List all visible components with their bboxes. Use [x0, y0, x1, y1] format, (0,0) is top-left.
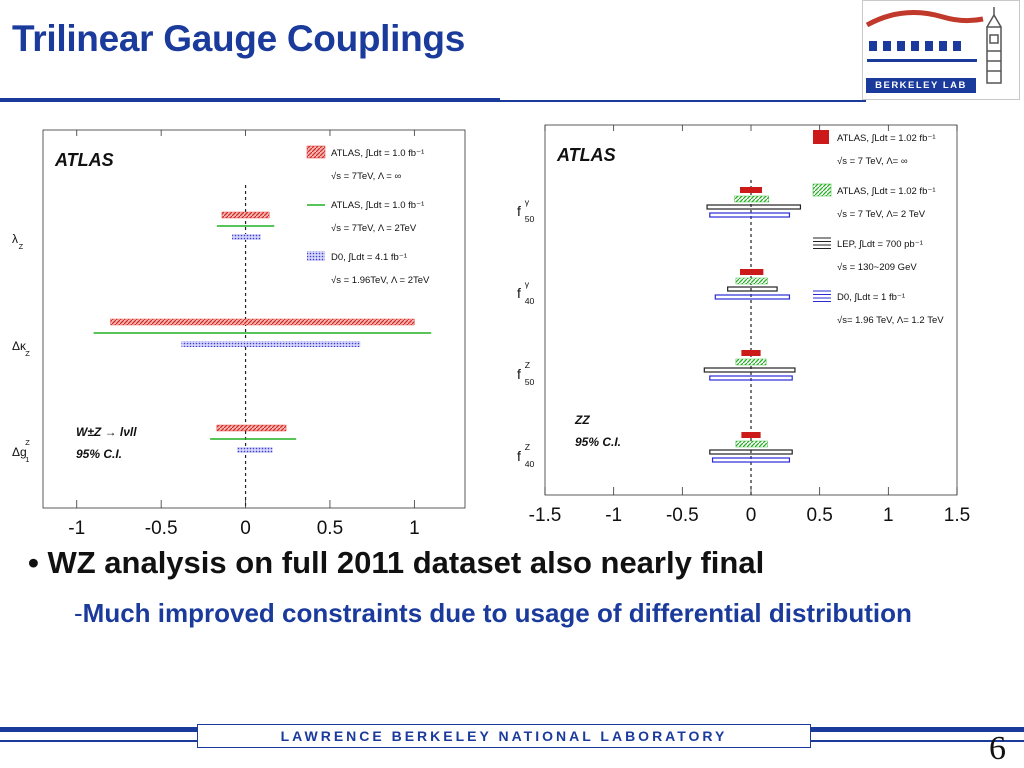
atlas-label: ATLAS	[54, 150, 114, 170]
interval-bar	[709, 449, 793, 455]
interval-bar	[714, 294, 791, 300]
interval-bar	[740, 269, 764, 275]
parameter-label: Δg	[12, 445, 27, 459]
process-annotation: ZZ	[574, 413, 590, 427]
interval-bar	[703, 367, 796, 373]
x-tick-label: -1	[68, 518, 85, 539]
parameter-subscript: Z	[19, 242, 24, 251]
slide-title: Trilinear Gauge Couplings	[12, 18, 466, 59]
legend-label: ATLAS, ∫Ldt = 1.02 fb⁻¹	[837, 133, 936, 144]
x-tick-label: 1.5	[944, 505, 970, 526]
bullet-wz-analysis: • WZ analysis on full 2011 dataset also …	[28, 545, 765, 580]
parameter-superscript: Z	[25, 438, 30, 447]
x-tick-label: -0.5	[666, 505, 699, 526]
process-annotation: 95% C.I.	[575, 435, 621, 449]
parameter-subscript: 1	[25, 455, 29, 464]
x-tick-label: -1	[605, 505, 622, 526]
legend-label: √s = 130~209 GeV	[837, 262, 917, 273]
legend-label: √s = 1.96TeV, Λ = 2TeV	[331, 275, 430, 286]
interval-bar	[216, 424, 287, 432]
title-underline-thin	[500, 100, 866, 102]
parameter-label: f	[517, 448, 521, 464]
lab-building-icon	[865, 7, 1002, 84]
interval-bar	[181, 341, 361, 347]
parameter-label: f	[517, 285, 521, 301]
legend-label: LEP, ∫Ldt = 700 pb⁻¹	[837, 239, 923, 250]
interval-bar	[727, 286, 778, 292]
dash-glyph: -	[74, 598, 83, 628]
x-tick-label: 1	[409, 518, 420, 539]
legend-label: √s= 1.96 TeV, Λ= 1.2 TeV	[837, 315, 944, 326]
legend-label: D0, ∫Ldt = 4.1 fb⁻¹	[331, 252, 407, 263]
parameter-superscript: Z	[525, 442, 531, 452]
process-annotation: 95% C.I.	[76, 447, 122, 461]
interval-bar	[709, 212, 791, 218]
parameter-label: f	[517, 366, 521, 382]
parameter-subscript: Z	[25, 349, 30, 358]
parameter-label: λ	[12, 232, 18, 246]
legend-label: √s = 7TeV, Λ = ∞	[331, 171, 401, 182]
process-annotation: W±Z → lνll	[76, 425, 137, 439]
x-tick-label: -1.5	[529, 505, 562, 526]
legend-label: √s = 7 TeV, Λ= ∞	[837, 156, 908, 167]
interval-bar	[735, 358, 767, 366]
parameter-subscript: 50	[525, 214, 535, 224]
parameter-superscript: Z	[525, 360, 531, 370]
interval-bar	[740, 187, 762, 193]
x-tick-label: 1	[883, 505, 894, 526]
interval-bar	[741, 350, 761, 356]
interval-bar	[741, 432, 761, 438]
interval-bar	[237, 447, 273, 453]
interval-bar	[711, 457, 791, 463]
interval-bar	[735, 277, 768, 285]
legend-label: D0, ∫Ldt = 1 fb⁻¹	[837, 292, 905, 303]
legend-label: ATLAS, ∫Ldt = 1.0 fb⁻¹	[331, 200, 424, 211]
x-tick-label: 0	[240, 518, 251, 539]
legend-label: ATLAS, ∫Ldt = 1.0 fb⁻¹	[331, 148, 424, 159]
interval-bar	[232, 234, 261, 240]
interval-bar	[706, 204, 802, 210]
title-underline	[0, 98, 500, 102]
berkeley-lab-logo: BERKELEY LAB	[862, 0, 1020, 100]
legend-label: √s = 7 TeV, Λ= 2 TeV	[837, 209, 926, 220]
legend-swatch	[306, 145, 326, 159]
atlas-label: ATLAS	[556, 145, 616, 165]
interval-bar	[110, 318, 415, 326]
sub-bullet-constraints: -Much improved constraints due to usage …	[74, 597, 1004, 631]
interval-bar	[735, 440, 768, 448]
interval-bar	[734, 195, 770, 203]
parameter-subscript: 50	[525, 377, 535, 387]
legend-swatch	[307, 251, 325, 261]
parameter-subscript: 40	[525, 459, 535, 469]
interval-bar	[221, 211, 270, 219]
x-tick-label: 0.5	[317, 518, 343, 539]
parameter-label: Δκ	[12, 339, 27, 353]
interval-bar	[709, 375, 793, 381]
logo-text: BERKELEY LAB	[866, 78, 976, 93]
x-tick-label: -0.5	[145, 518, 178, 539]
parameter-superscript: γ	[525, 279, 530, 289]
bullet-text: WZ analysis on full 2011 dataset also ne…	[47, 545, 765, 580]
x-tick-label: 0	[746, 505, 757, 526]
page-number: 6	[989, 730, 1006, 767]
parameter-subscript: 40	[525, 296, 535, 306]
legend-label: ATLAS, ∫Ldt = 1.02 fb⁻¹	[837, 186, 936, 197]
legend-swatch	[812, 183, 832, 197]
parameter-label: f	[517, 203, 521, 219]
legend-label: √s = 7TeV, Λ = 2TeV	[331, 223, 417, 234]
x-tick-label: 0.5	[806, 505, 832, 526]
footer-lab-name: LAWRENCE BERKELEY NATIONAL LABORATORY	[197, 724, 811, 748]
parameter-superscript: γ	[525, 197, 530, 207]
legend-swatch	[813, 130, 829, 144]
sub-bullet-text: Much improved constraints due to usage o…	[82, 598, 912, 628]
